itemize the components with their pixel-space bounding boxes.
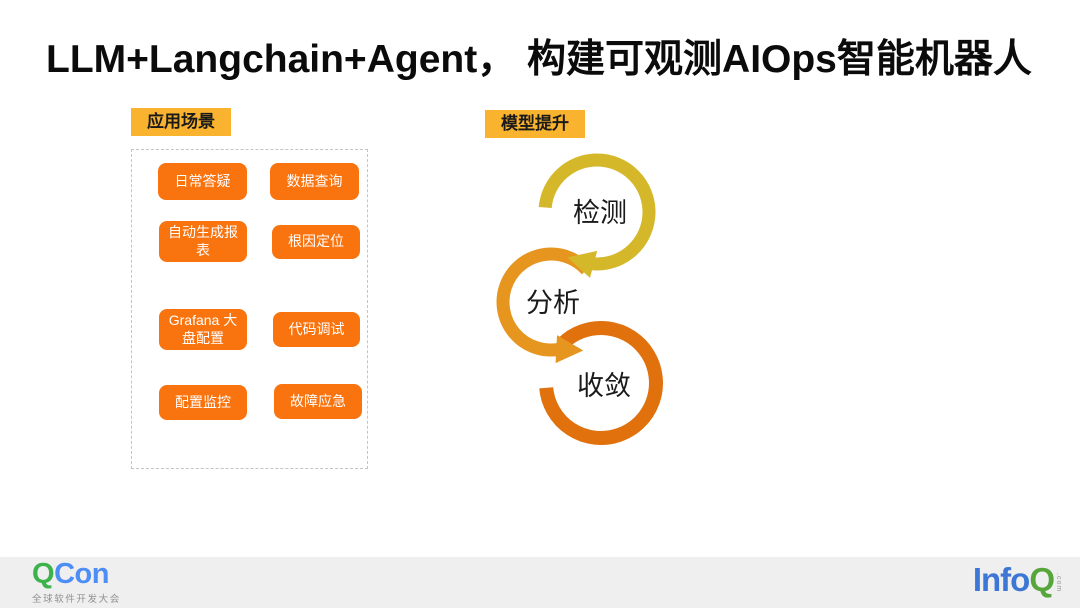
scenario-button-root-cause: 根因定位: [272, 225, 360, 259]
infoq-logo-info: Info: [972, 561, 1030, 598]
cycle-step-label-detect: 检测: [573, 198, 627, 228]
scenarios-section-tag: 应用场景: [131, 108, 231, 137]
scenario-button-auto-report: 自动生成报表: [159, 221, 247, 262]
scenario-button-grafana-config: Grafana 大盘配置: [159, 309, 247, 350]
scenarios-panel: 日常答疑 数据查询 自动生成报表 根因定位 Grafana 大盘配置 代码调试 …: [131, 149, 368, 469]
cycle-step-label-analyze: 分析: [526, 288, 580, 318]
infoq-logo-text: InfoQ: [972, 561, 1055, 598]
qcon-logo-con: Con: [54, 558, 109, 590]
scenario-button-code-debug: 代码调试: [273, 312, 360, 347]
infoq-logo-q: Q: [1029, 561, 1055, 598]
model-section-tag: 模型提升: [485, 110, 585, 139]
qcon-subtitle: 全球软件开发大会: [32, 594, 121, 605]
scenario-button-daily-qa: 日常答疑: [158, 163, 247, 200]
footer-bar: [0, 557, 1080, 608]
cycle-ring-detect: [538, 153, 656, 271]
qcon-logo-text: QCon: [32, 560, 121, 589]
curved-arrowhead-icon: [567, 250, 598, 278]
cycle-ring-converge: [539, 321, 663, 445]
scenario-button-config-monitor: 配置监控: [159, 385, 247, 420]
curved-arrowhead-icon: [555, 335, 584, 364]
scenario-button-fault-emergency: 故障应急: [274, 384, 362, 419]
scenario-button-data-query: 数据查询: [270, 163, 359, 200]
infoq-logo-suffix: .com: [1055, 573, 1062, 593]
infoq-logo: InfoQ .com: [973, 563, 1062, 596]
model-cycle-diagram: 检测 分析 收敛: [496, 153, 663, 445]
cycle-ring-analyze: [496, 247, 592, 357]
cycle-step-label-converge: 收敛: [577, 371, 631, 401]
qcon-logo: QCon 全球软件开发大会: [32, 560, 121, 606]
slide-title: LLM+Langchain+Agent， 构建可观测AIOps智能机器人: [46, 38, 1032, 81]
qcon-logo-q: Q: [32, 558, 55, 590]
